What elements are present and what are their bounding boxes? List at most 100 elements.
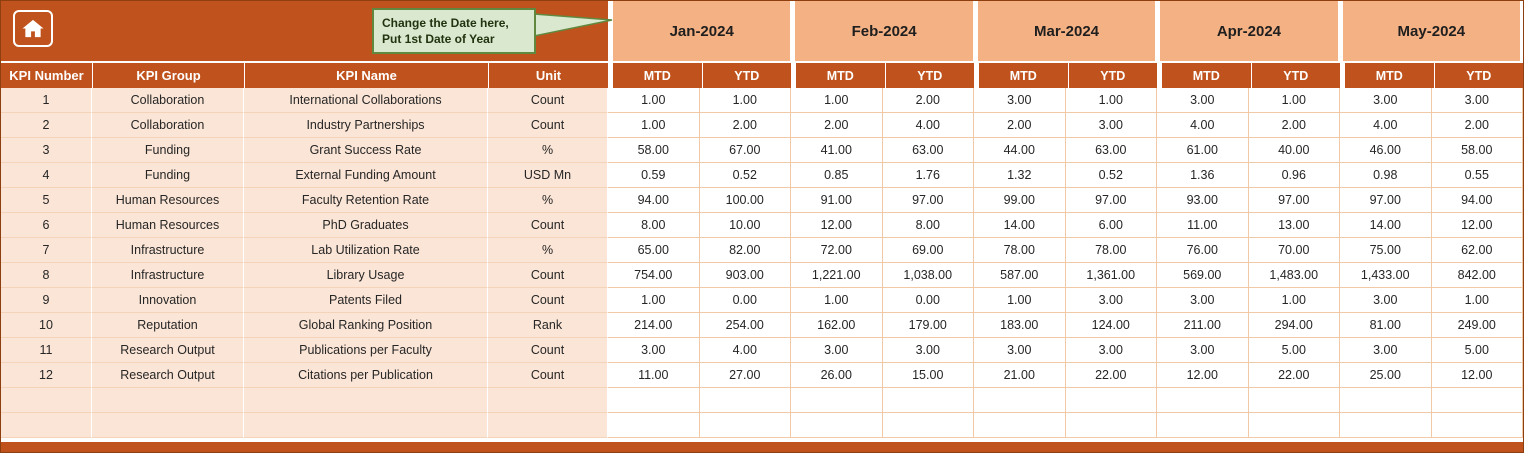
unit-cell[interactable]: Count xyxy=(488,338,608,363)
kpi-name-cell[interactable]: Grant Success Rate xyxy=(244,138,488,163)
value-cell[interactable]: 46.00 xyxy=(1340,138,1432,163)
kpi-name-cell[interactable]: International Collaborations xyxy=(244,88,488,113)
empty-cell[interactable] xyxy=(699,413,791,438)
kpi-name-cell[interactable]: Citations per Publication xyxy=(244,363,488,388)
value-cell[interactable]: 3.00 xyxy=(1340,338,1432,363)
value-cell[interactable]: 214.00 xyxy=(608,313,700,338)
empty-cell[interactable] xyxy=(791,413,883,438)
value-cell[interactable]: 124.00 xyxy=(1065,313,1157,338)
unit-cell[interactable]: USD Mn xyxy=(488,163,608,188)
value-cell[interactable]: 82.00 xyxy=(699,238,791,263)
ytd-header[interactable]: YTD xyxy=(1250,63,1341,88)
value-cell[interactable]: 0.59 xyxy=(608,163,700,188)
kpi-group-cell[interactable]: Research Output xyxy=(92,363,244,388)
month-header-cell[interactable]: Jan-2024 xyxy=(608,1,791,61)
empty-cell[interactable] xyxy=(1157,388,1249,413)
empty-cell[interactable] xyxy=(488,413,608,438)
empty-cell[interactable] xyxy=(488,388,608,413)
value-cell[interactable]: 67.00 xyxy=(699,138,791,163)
kpi-number-cell[interactable]: 4 xyxy=(1,163,92,188)
empty-cell[interactable] xyxy=(1340,413,1432,438)
value-cell[interactable]: 3.00 xyxy=(1065,288,1157,313)
empty-cell[interactable] xyxy=(1431,413,1523,438)
kpi-group-cell[interactable]: Infrastructure xyxy=(92,238,244,263)
unit-cell[interactable]: Count xyxy=(488,363,608,388)
value-cell[interactable]: 97.00 xyxy=(1248,188,1340,213)
value-cell[interactable]: 754.00 xyxy=(608,263,700,288)
value-cell[interactable]: 1.00 xyxy=(1248,288,1340,313)
empty-cell[interactable] xyxy=(1065,388,1157,413)
kpi-group-cell[interactable]: Infrastructure xyxy=(92,263,244,288)
value-cell[interactable]: 6.00 xyxy=(1065,213,1157,238)
empty-cell[interactable] xyxy=(1248,413,1340,438)
kpi-name-header[interactable]: KPI Name xyxy=(244,63,488,88)
value-cell[interactable]: 97.00 xyxy=(1065,188,1157,213)
value-cell[interactable]: 62.00 xyxy=(1431,238,1523,263)
value-cell[interactable]: 1,361.00 xyxy=(1065,263,1157,288)
kpi-number-cell[interactable]: 8 xyxy=(1,263,92,288)
value-cell[interactable]: 26.00 xyxy=(791,363,883,388)
value-cell[interactable]: 3.00 xyxy=(1340,288,1432,313)
kpi-group-cell[interactable]: Reputation xyxy=(92,313,244,338)
value-cell[interactable]: 94.00 xyxy=(1431,188,1523,213)
value-cell[interactable]: 75.00 xyxy=(1340,238,1432,263)
kpi-number-cell[interactable]: 12 xyxy=(1,363,92,388)
value-cell[interactable]: 21.00 xyxy=(974,363,1066,388)
value-cell[interactable]: 97.00 xyxy=(882,188,974,213)
unit-cell[interactable]: % xyxy=(488,138,608,163)
value-cell[interactable]: 5.00 xyxy=(1248,338,1340,363)
value-cell[interactable]: 58.00 xyxy=(608,138,700,163)
value-cell[interactable]: 3.00 xyxy=(1157,338,1249,363)
empty-cell[interactable] xyxy=(1157,413,1249,438)
kpi-number-cell[interactable]: 11 xyxy=(1,338,92,363)
month-header-cell[interactable]: May-2024 xyxy=(1337,1,1523,61)
mtd-header[interactable]: MTD xyxy=(608,63,702,88)
value-cell[interactable]: 3.00 xyxy=(1065,113,1157,138)
value-cell[interactable]: 2.00 xyxy=(882,88,974,113)
value-cell[interactable]: 97.00 xyxy=(1340,188,1432,213)
value-cell[interactable]: 63.00 xyxy=(1065,138,1157,163)
value-cell[interactable]: 1.00 xyxy=(791,88,883,113)
value-cell[interactable]: 13.00 xyxy=(1248,213,1340,238)
unit-cell[interactable]: Rank xyxy=(488,313,608,338)
kpi-group-cell[interactable]: Research Output xyxy=(92,338,244,363)
value-cell[interactable]: 1.32 xyxy=(974,163,1066,188)
value-cell[interactable]: 1.00 xyxy=(791,288,883,313)
value-cell[interactable]: 14.00 xyxy=(1340,213,1432,238)
kpi-group-cell[interactable]: Funding xyxy=(92,163,244,188)
value-cell[interactable]: 1.00 xyxy=(699,88,791,113)
value-cell[interactable]: 2.00 xyxy=(791,113,883,138)
kpi-number-header[interactable]: KPI Number xyxy=(9,68,84,83)
value-cell[interactable]: 22.00 xyxy=(1248,363,1340,388)
empty-cell[interactable] xyxy=(1065,413,1157,438)
value-cell[interactable]: 3.00 xyxy=(608,338,700,363)
value-cell[interactable]: 3.00 xyxy=(974,88,1066,113)
value-cell[interactable]: 1,038.00 xyxy=(882,263,974,288)
value-cell[interactable]: 93.00 xyxy=(1157,188,1249,213)
value-cell[interactable]: 12.00 xyxy=(1157,363,1249,388)
value-cell[interactable]: 1.00 xyxy=(1431,288,1523,313)
kpi-number-cell[interactable]: 9 xyxy=(1,288,92,313)
value-cell[interactable]: 587.00 xyxy=(974,263,1066,288)
empty-cell[interactable] xyxy=(882,413,974,438)
value-cell[interactable]: 61.00 xyxy=(1157,138,1249,163)
empty-cell[interactable] xyxy=(1340,388,1432,413)
value-cell[interactable]: 99.00 xyxy=(974,188,1066,213)
kpi-group-cell[interactable]: Collaboration xyxy=(92,113,244,138)
value-cell[interactable]: 94.00 xyxy=(608,188,700,213)
value-cell[interactable]: 569.00 xyxy=(1157,263,1249,288)
value-cell[interactable]: 2.00 xyxy=(974,113,1066,138)
kpi-number-cell[interactable]: 2 xyxy=(1,113,92,138)
value-cell[interactable]: 14.00 xyxy=(974,213,1066,238)
empty-cell[interactable] xyxy=(974,413,1066,438)
empty-cell[interactable] xyxy=(608,388,700,413)
kpi-group-cell[interactable]: Funding xyxy=(92,138,244,163)
value-cell[interactable]: 842.00 xyxy=(1431,263,1523,288)
unit-cell[interactable]: % xyxy=(488,238,608,263)
value-cell[interactable]: 1,221.00 xyxy=(791,263,883,288)
unit-cell[interactable]: % xyxy=(488,188,608,213)
kpi-name-cell[interactable]: Publications per Faculty xyxy=(244,338,488,363)
value-cell[interactable]: 0.00 xyxy=(699,288,791,313)
value-cell[interactable]: 0.96 xyxy=(1248,163,1340,188)
unit-cell[interactable]: Count xyxy=(488,288,608,313)
